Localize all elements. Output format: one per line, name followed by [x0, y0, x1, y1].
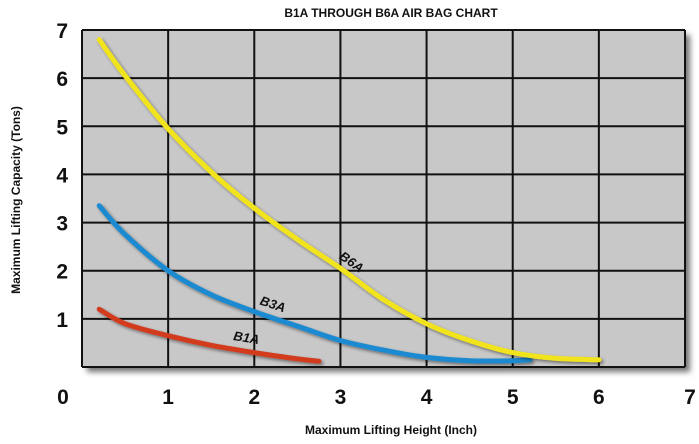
x-tick-label: 0: [57, 386, 69, 409]
y-tick-label: 1: [56, 309, 68, 332]
x-axis-label: Maximum Lifting Height (Inch): [305, 423, 477, 437]
y-tick-label: 2: [56, 261, 68, 284]
x-tick-label: 4: [421, 386, 433, 409]
series-lines: [96, 37, 602, 364]
y-tick-label: 5: [56, 116, 68, 139]
series-label-b1a: B1A: [232, 328, 260, 347]
series-line-b6a: [96, 37, 602, 363]
y-axis-ticks: 1 2 3 4 5 6 7: [56, 20, 68, 332]
y-tick-label: 4: [56, 164, 68, 187]
x-tick-label: 1: [162, 386, 174, 409]
y-tick-label: 3: [56, 213, 68, 236]
x-tick-label: 6: [593, 386, 605, 409]
plot-area: [82, 30, 685, 367]
y-axis-label: Maximum Lifting Capacity (Tons): [9, 106, 23, 294]
x-tick-label: 2: [248, 386, 260, 409]
y-tick-label: 6: [56, 68, 68, 91]
x-tick-label: 7: [684, 386, 696, 409]
x-tick-label: 5: [507, 386, 519, 409]
y-tick-label: 7: [56, 20, 68, 43]
series-line-b3a: [96, 203, 533, 364]
series-line-b1a: [96, 306, 322, 364]
x-axis-ticks: 0 1 2 3 4 5 6 7: [57, 386, 696, 409]
x-tick-label: 3: [335, 386, 347, 409]
chart-title: B1A THROUGH B6A AIR BAG CHART: [284, 6, 498, 20]
grid: [81, 29, 686, 368]
